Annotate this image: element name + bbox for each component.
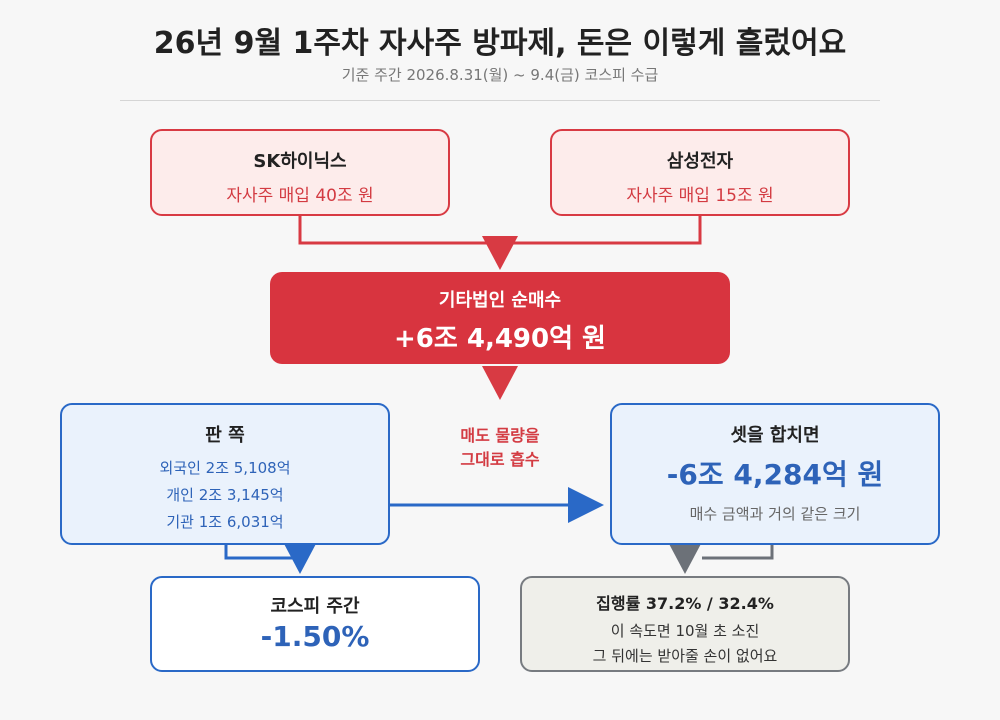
arrow-to-corp xyxy=(482,236,518,270)
middle-note-line2: 그대로 흡수 xyxy=(460,450,540,469)
samsung-box: 삼성전자 자사주 매입 15조 원 xyxy=(550,129,850,216)
sell-heading: 판 쪽 xyxy=(205,425,245,446)
page-subtitle: 기준 주간 2026.8.31(월) ~ 9.4(금) 코스피 수급 xyxy=(341,66,659,84)
samsung-detail: 자사주 매입 15조 원 xyxy=(626,186,774,206)
sell-item-individual: 개인 2조 3,145억 xyxy=(166,486,284,504)
sk-hynix-box: SK하이닉스 자사주 매입 40조 원 xyxy=(150,129,450,216)
combined-box: 셋을 합치면 -6조 4,284억 원 매수 금액과 거의 같은 크기 xyxy=(610,403,940,545)
arrow-to-kospi xyxy=(282,540,318,574)
combined-value: -6조 4,284억 원 xyxy=(666,458,884,491)
middle-note: 매도 물량을 그대로 흡수 xyxy=(420,424,580,472)
arrow-to-execution xyxy=(667,540,703,574)
arrow-to-combined xyxy=(568,487,604,523)
corp-label: 기타법인 순매수 xyxy=(438,290,562,311)
corp-value: +6조 4,490억 원 xyxy=(394,324,606,354)
sk-hynix-name: SK하이닉스 xyxy=(253,151,347,172)
execution-box: 집행률 37.2% / 32.4% 이 속도면 10월 초 소진 그 뒤에는 받… xyxy=(520,576,850,672)
arrow-corp-down xyxy=(482,366,518,400)
kospi-box: 코스피 주간 -1.50% xyxy=(150,576,480,672)
sell-side-box: 판 쪽 외국인 2조 5,108억 개인 2조 3,145억 기관 1조 6,0… xyxy=(60,403,390,545)
kospi-value: -1.50% xyxy=(260,620,370,653)
middle-note-line1: 매도 물량을 xyxy=(460,426,540,445)
corp-net-buy-box: 기타법인 순매수 +6조 4,490억 원 xyxy=(270,272,730,364)
combined-to-execution-line xyxy=(702,545,774,560)
execution-heading: 집행률 37.2% / 32.4% xyxy=(596,594,774,613)
samsung-name: 삼성전자 xyxy=(666,151,734,172)
execution-line1: 이 속도면 10월 초 소진 xyxy=(610,622,760,640)
combined-heading: 셋을 합치면 xyxy=(730,425,820,446)
page-title: 26년 9월 1주차 자사주 방파제, 돈은 이렇게 흘렀어요 xyxy=(153,26,847,61)
kospi-label: 코스피 주간 xyxy=(270,596,360,617)
combined-note: 매수 금액과 거의 같은 크기 xyxy=(689,505,861,523)
execution-line2: 그 뒤에는 받아줄 손이 없어요 xyxy=(592,647,778,665)
sell-item-foreign: 외국인 2조 5,108억 xyxy=(159,459,291,477)
divider xyxy=(120,100,880,101)
sell-item-institution: 기관 1조 6,031억 xyxy=(166,513,284,531)
sell-to-kospi-line xyxy=(224,545,300,560)
sk-hynix-detail: 자사주 매입 40조 원 xyxy=(226,186,374,206)
